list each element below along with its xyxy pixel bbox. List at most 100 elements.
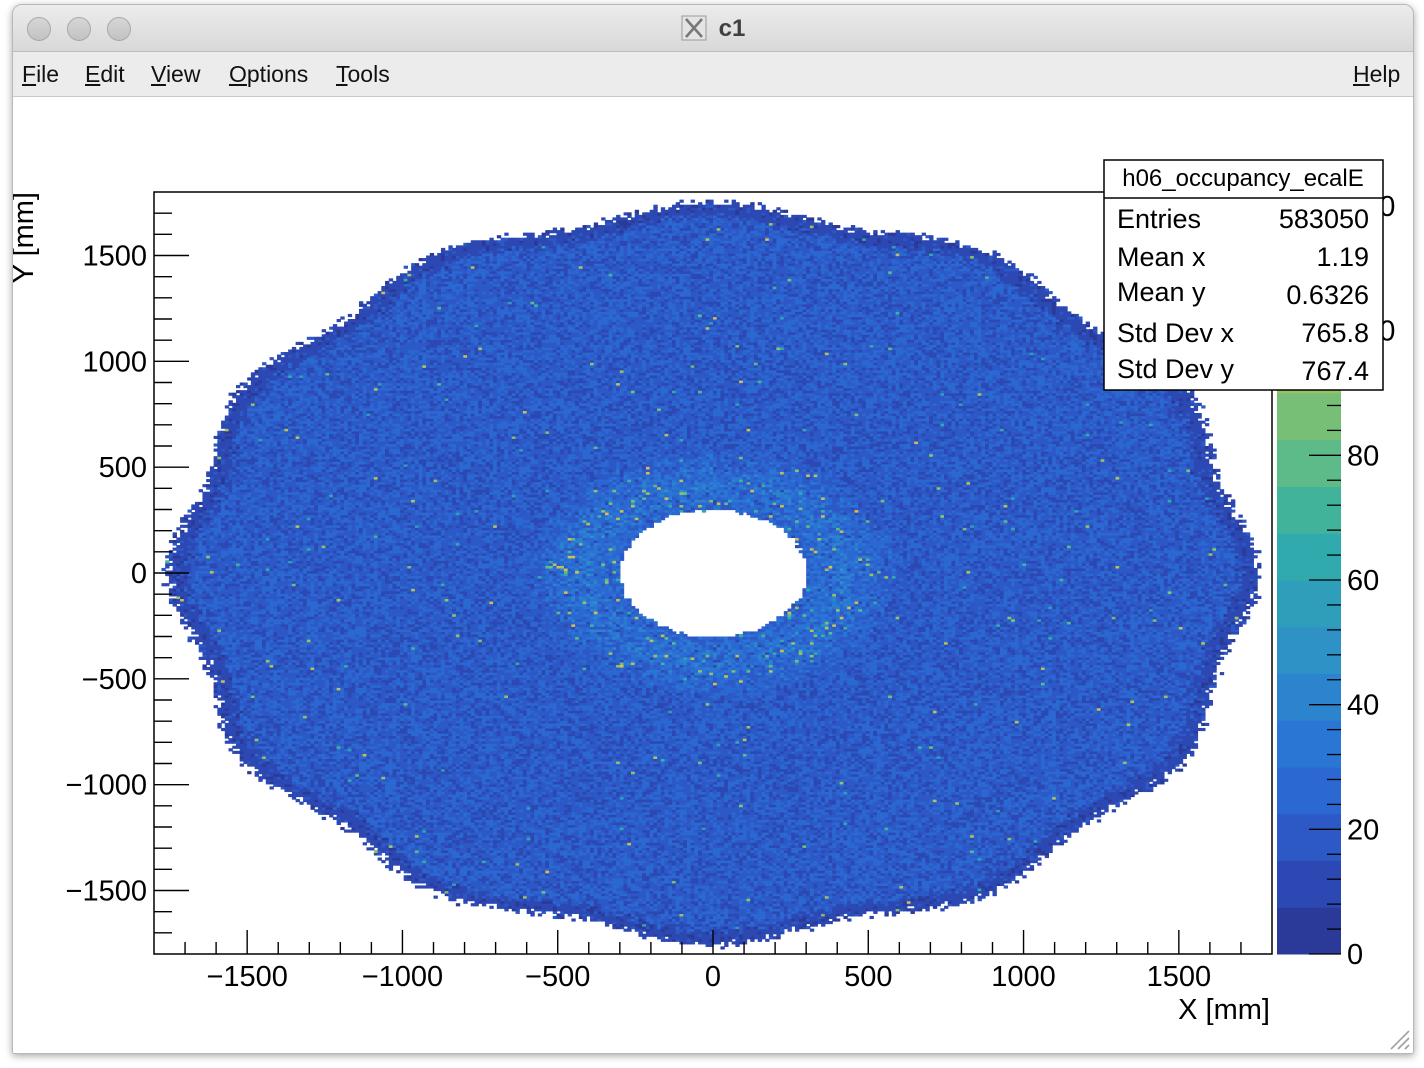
heatmap-cell-0 <box>161 583 165 586</box>
heatmap-cell-115 <box>180 517 184 520</box>
root-window: c1 File Edit View Options Tools Help −15… <box>12 4 1414 1054</box>
heatmap-cell-913 <box>221 421 225 424</box>
heatmap-cell-367 <box>202 664 206 667</box>
heatmap-cell-116 <box>184 626 188 629</box>
heatmap-cell-920 <box>225 723 229 726</box>
heatmap-cell-598 <box>214 677 218 680</box>
heatmap-cell-692 <box>217 697 221 700</box>
heatmap-cell-113 <box>180 525 184 528</box>
heatmap-cell-75 <box>176 537 180 540</box>
heatmap-cell-686 <box>214 436 218 439</box>
menu-edit[interactable]: Edit <box>85 61 125 88</box>
heatmap-cell-155 <box>184 515 188 518</box>
heatmap-cell-50 <box>176 606 180 609</box>
heatmap-cell-43 <box>173 553 177 556</box>
heatmap-cell-2 <box>165 583 169 586</box>
heatmap-cell-597 <box>214 682 218 685</box>
heatmap-cell-307 <box>199 657 203 660</box>
heatmap-cell-78 <box>180 619 184 622</box>
heatmap-cell-509 <box>206 471 210 474</box>
heatmap-cell-1315 <box>236 751 240 754</box>
heatmap-cell-1603 <box>240 390 244 393</box>
heatmap-cell-2060 <box>251 372 255 375</box>
histogram-plot[interactable]: −1500 −1000 −500 0 500 1000 1500 −1500−1000−50… <box>13 97 1413 1053</box>
heatmap-cell-910 <box>221 431 225 434</box>
heatmap-cell-435 <box>206 672 210 675</box>
menu-help[interactable]: Help <box>1353 61 1400 88</box>
heatmap-cell-1455 <box>236 390 240 393</box>
heatmap-cell-44 <box>173 548 177 551</box>
heatmap-cell-152 <box>184 525 188 528</box>
heatmap-cell-24 <box>169 540 173 543</box>
heatmap-cell-798 <box>221 720 225 723</box>
heatmap-cell-2062 <box>255 771 259 774</box>
heatmap-cell-679 <box>214 469 218 472</box>
heatmap-cell-1176 <box>229 393 233 396</box>
heatmap-cell-436 <box>206 667 210 670</box>
heatmap-cell-1175 <box>229 400 233 403</box>
heatmap-cell-73 <box>176 545 180 548</box>
heatmap-cell-251 <box>191 504 195 507</box>
heatmap-cell-1454 <box>236 395 240 398</box>
heatmap-cell-203 <box>191 631 195 634</box>
heatmap-cell-683 <box>214 456 218 459</box>
heatmap-cell-1753 <box>243 383 247 386</box>
heatmap-cell-1178 <box>232 746 236 749</box>
heatmap-cell-1904 <box>247 385 251 388</box>
heatmap-cell-1457 <box>240 764 244 767</box>
heatmap-cell-306 <box>195 502 199 505</box>
heatmap-cell-591 <box>214 705 218 708</box>
heatmap-cell-1314 <box>232 393 236 396</box>
heatmap-cell-13 <box>169 588 173 591</box>
heatmap-cell-2218 <box>255 370 259 373</box>
heatmap-cell-310 <box>199 644 203 647</box>
heatmap-cell-684 <box>214 449 218 452</box>
menu-bar: File Edit View Options Tools Help <box>13 52 1413 97</box>
heatmap-cell-1751 <box>243 390 247 393</box>
heatmap-cell-1040 <box>225 416 229 419</box>
heatmap-cell-76 <box>176 527 180 530</box>
heatmap-cell-46 <box>173 540 177 543</box>
heatmap-cell-365 <box>199 489 203 492</box>
heatmap-cell-19 <box>169 563 173 566</box>
heatmap-cell-507 <box>206 479 210 482</box>
heatmap-cell-514 <box>210 664 214 667</box>
heatmap-cell-199 <box>188 520 192 523</box>
heatmap-cell-506 <box>206 484 210 487</box>
heatmap-cell-364 <box>199 502 203 505</box>
heatmap-cell-1456 <box>236 385 240 388</box>
heatmap-cell-688 <box>217 723 221 726</box>
window-title-area: c1 <box>13 15 1413 43</box>
heatmap-cell-1 <box>161 568 165 571</box>
heatmap-cell-433 <box>202 492 206 495</box>
heatmap-cell-1041 <box>225 405 229 408</box>
heatmap-cell-1044 <box>229 738 233 741</box>
heatmap-cell-685 <box>214 443 218 446</box>
heatmap-cell-434 <box>202 484 206 487</box>
menu-file[interactable]: File <box>22 61 59 88</box>
menu-view[interactable]: View <box>151 61 200 88</box>
root-canvas[interactable]: −1500 −1000 −500 0 500 1000 1500 −1500 −1000 −50… <box>13 97 1413 1053</box>
menu-tools[interactable]: Tools <box>336 61 390 88</box>
heatmap-cell-200 <box>188 515 192 518</box>
heatmap-cell-117 <box>184 621 188 624</box>
heatmap-cell-797 <box>221 728 225 731</box>
heatmap-cell-796 <box>217 431 221 434</box>
heatmap-cell-363 <box>199 507 203 510</box>
heatmap-cell-249 <box>191 512 195 515</box>
heatmap-cell-691 <box>217 708 221 711</box>
heatmap-cell-202 <box>191 637 195 640</box>
heatmap-cells <box>161 200 1261 950</box>
x11-icon <box>681 15 707 41</box>
heatmap-cell-1177 <box>232 751 236 754</box>
heatmap-cell-27 <box>173 598 177 601</box>
title-bar: c1 <box>13 5 1413 52</box>
heatmap-cell-1042 <box>229 748 233 751</box>
heatmap-cell-1312 <box>232 403 236 406</box>
heatmap-cell-157 <box>188 637 192 640</box>
heatmap-cell-590 <box>210 466 214 469</box>
heatmap-cell-914 <box>225 741 229 744</box>
heatmap-cell-504 <box>206 492 210 495</box>
heatmap-cell-7 <box>165 560 169 563</box>
menu-options[interactable]: Options <box>229 61 308 88</box>
